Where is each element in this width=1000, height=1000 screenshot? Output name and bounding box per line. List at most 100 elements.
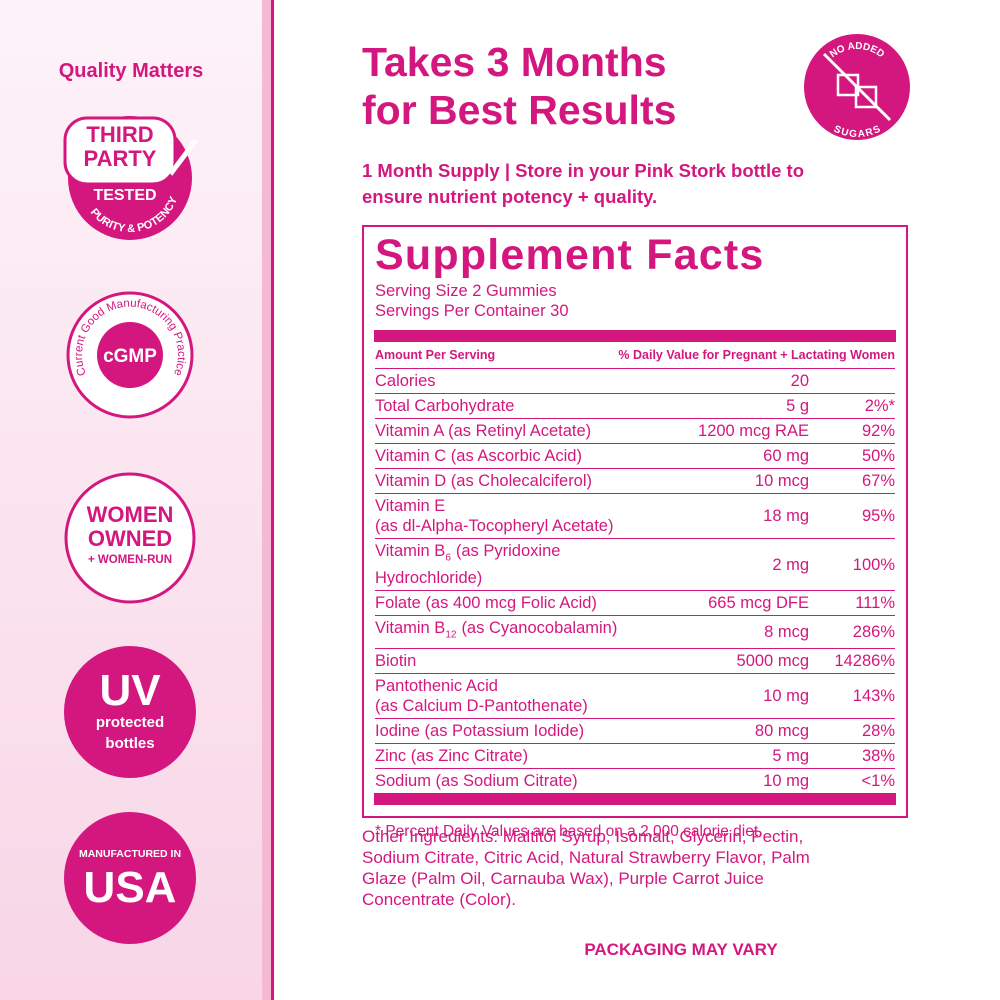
badge-text: PARTY [84,146,157,171]
divider [262,0,274,1000]
daily-value: 92% [861,422,895,440]
nutrient-name: Total Carbohydrate [375,396,659,416]
facts-row: Total Carbohydrate 5 g 2%* [375,394,895,419]
ingredients-line: Other Ingredients: Maltitol Syrup, Isoma… [362,827,804,846]
badge-text: cGMP [103,346,157,367]
badge-text: protected [96,714,164,731]
ingredients-line: Glaze (Palm Oil, Carnauba Wax), Purple C… [362,869,764,888]
nutrient-name-text: Vitamin A (as Retinyl Acetate) [375,422,592,440]
facts-row: Calories 20 [375,369,895,394]
footnote: * Percent Daily Values are based on a 2,… [375,822,763,840]
badge-text: TESTED [93,187,156,204]
nutrient-name: Vitamin C (as Ascorbic Acid) [375,446,659,466]
daily-value: 14286% [834,651,895,670]
nutrient-name-text: Vitamin E [375,497,446,515]
amount: 5 g [786,397,809,415]
amount: 5000 mcg [736,651,809,670]
nutrient-name-text: Calories [375,372,436,390]
amount: 60 mg [763,447,809,465]
subtitle: 1 Month Supply | Store in your Pink Stor… [362,158,804,210]
facts-row: Zinc (as Zinc Citrate) 5 mg 38% [375,744,895,769]
nutrient-name-line: Vitamin D (as Cholecalciferol) [375,471,659,491]
nutrient-name-line: (as dl-Alpha-Tocopheryl Acetate) [375,516,659,536]
amount: 5 mg [772,746,809,765]
nutrient-subscript: 6 [445,552,451,564]
badge-circle [64,472,196,604]
subtitle-line: 1 Month Supply | Store in your Pink Stor… [362,160,804,181]
facts-row: Folate (as 400 mcg Folic Acid) 665 mcg DF… [375,591,895,617]
daily-value: 100% [852,555,895,574]
daily-value: 111% [855,594,895,613]
amount: 2 mg [772,555,809,574]
nutrient-name: Vitamin B6 (as Pyridoxine Hydrochloride) [375,541,659,588]
nutrient-name-line: Vitamin C (as Ascorbic Acid) [375,446,659,466]
nutrient-name: Pantothenic Acid (as Calcium D-Pantothena… [375,676,659,716]
header-left: Amount Per Serving [375,348,496,362]
badge-circle [64,646,196,778]
no-sugar-badge: NO ADDED SUGARS [804,34,910,140]
nutrient-name-line: Pantothenic Acid [375,676,659,696]
sidebar-title: Quality Matters [59,60,203,82]
serving-line: Serving Size 2 Gummies [375,282,557,300]
packaging-note-wrap: PACKAGING MAY VARY [0,940,1000,960]
strike-line [822,52,892,122]
badge-text: UV [99,666,161,715]
nutrient-name-line: Iodine (as Potassium Iodide) [375,721,659,741]
nutrient-subscript: 12 [445,629,457,641]
facts-rows: Calories 20 Total Carbohydrate 5 g 2%* Vitami… [375,369,895,793]
nutrient-name: Vitamin A (as Retinyl Acetate) [375,421,659,441]
badge-circle [64,812,196,944]
nutrient-name: Biotin [375,651,659,671]
amount: 20 [790,372,809,390]
daily-value: <1% [861,771,895,790]
nutrient-name-text: (as Cyanocobalamin) [461,619,618,638]
badge-text: WOMEN [87,502,174,527]
nutrient-name-text: Vitamin C (as Ascorbic Acid) [375,447,582,465]
ingredients-line: Sodium Citrate, Citric Acid, Natural Str… [362,848,810,867]
daily-value: 38% [861,746,895,765]
badge-text: MANUFACTURED IN [79,848,181,860]
facts-row: Iodine (as Potassium Iodide) 80 mcg 28% [375,719,895,744]
facts-row: Vitamin E (as dl-Alpha-Tocopheryl Acetate… [375,494,895,539]
thick-rule [374,792,896,805]
nutrient-name-text: (as Calcium D-Pantothenate) [375,696,588,715]
packaging-note: PACKAGING MAY VARY [584,940,778,959]
headline-line: Takes 3 Months [362,39,667,85]
nutrient-name-line: Vitamin E [375,496,659,516]
subtitle-line: ensure nutrient potency + quality. [362,186,658,207]
badge-text: THIRD [86,122,153,147]
facts-row: Vitamin B6 (as Pyridoxine Hydrochloride) 2… [375,539,895,592]
nutrient-name-text: Iodine (as Potassium Iodide) [375,721,585,740]
nutrient-name: Folate (as 400 mcg Folic Acid) [375,593,659,613]
supplement-facts: Supplement Facts Serving Size 2 Gummies … [362,225,908,840]
cube-icon [854,85,878,109]
nutrient-name-line: Folate (as 400 mcg Folic Acid) [375,593,659,613]
header-right: % Daily Value for Pregnant + Lactating W… [618,348,895,362]
nutrient-name-line: Vitamin B6 (as Pyridoxine Hydrochloride) [375,541,659,588]
nutrient-name: Iodine (as Potassium Iodide) [375,721,659,741]
nutrient-name-text: Pantothenic Acid [375,676,498,695]
facts-row: Pantothenic Acid (as Calcium D-Pantothena… [375,674,895,719]
sidebar: Quality Matters THIRD PARTY TESTED PURIT… [0,0,262,1000]
nutrient-name-text: Vitamin B [375,542,446,560]
nutrient-name: Vitamin B12 (as Cyanocobalamin) [375,618,659,645]
facts-title: Supplement Facts [375,231,765,279]
nutrient-name-line: Zinc (as Zinc Citrate) [375,746,659,766]
daily-value: 95% [861,507,895,525]
facts-row: Vitamin A (as Retinyl Acetate) 1200 mcg R… [375,419,895,444]
nutrient-name-text: Zinc (as Zinc Citrate) [375,746,529,765]
nutrient-name: Zinc (as Zinc Citrate) [375,746,659,766]
facts-row: Vitamin B12 (as Cyanocobalamin) 8 mcg 286% [375,616,895,649]
daily-value: 67% [861,472,895,490]
serving-line: Servings Per Container 30 [375,302,569,320]
nutrient-name: Sodium (as Sodium Citrate) [375,771,659,791]
amount: 10 mg [763,686,809,705]
nutrient-name-text: Total Carbohydrate [375,397,515,415]
facts-row: Biotin 5000 mcg 14286% [375,649,895,674]
amount: 8 mcg [764,622,809,641]
amount: 18 mg [763,507,809,525]
daily-value: 286% [852,622,895,641]
nutrient-name-line: Calories [375,371,659,391]
